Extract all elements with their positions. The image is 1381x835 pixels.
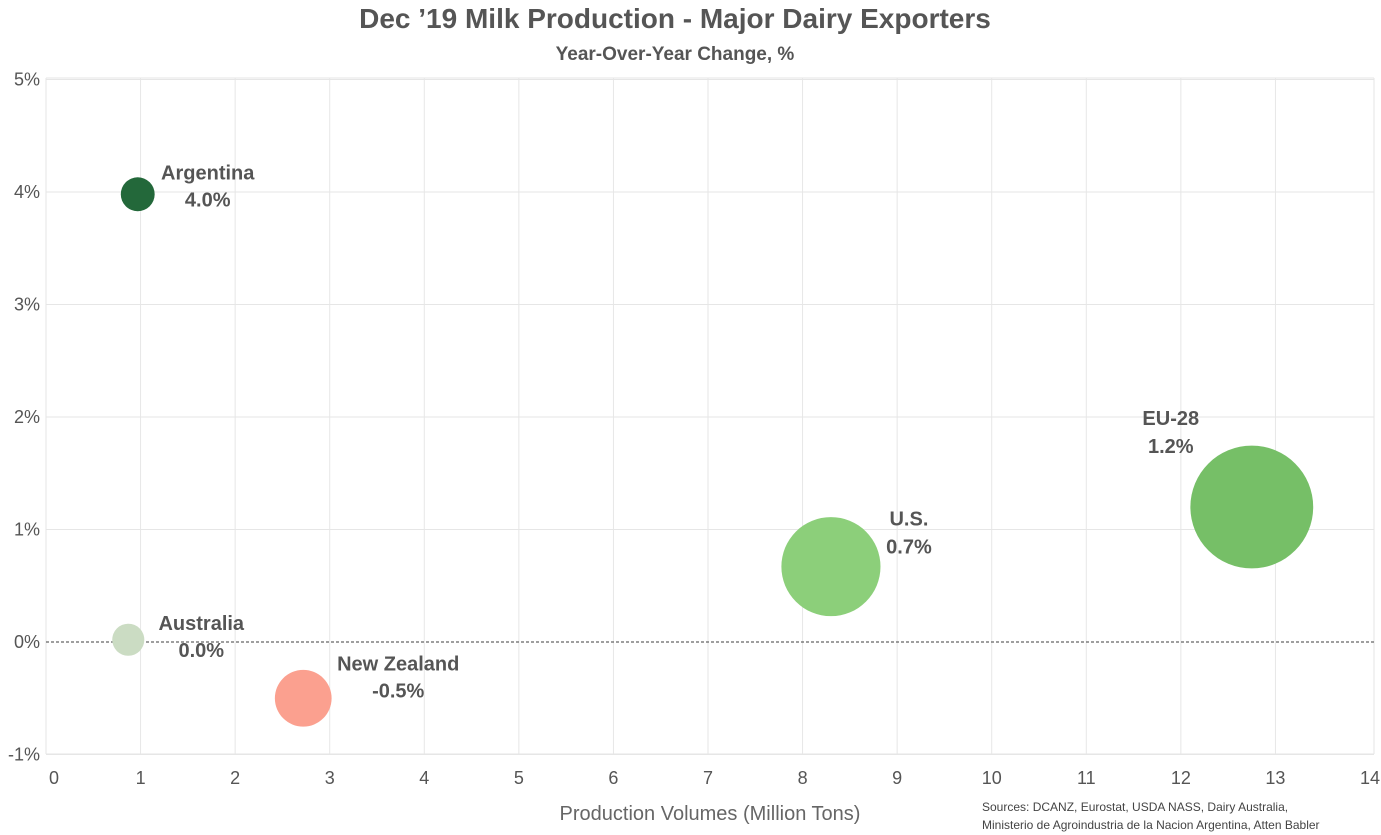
bubble-new-zealand[interactable] [274, 669, 332, 727]
point-name-label: Australia [158, 613, 244, 635]
chart-title: Dec ’19 Milk Production - Major Dairy Ex… [359, 3, 991, 34]
x-tick-label: 3 [325, 768, 335, 788]
data-labels: Argentina 4.0% EU-28 1.2% U.S. 0.7% Australia 0… [158, 162, 1199, 702]
grid [45, 77, 1375, 755]
point-name-label: EU-28 [1142, 408, 1199, 430]
chart-subtitle: Year-Over-Year Change, % [556, 44, 795, 65]
bubble-u-s-[interactable] [781, 517, 881, 617]
x-tick-label: 1 [136, 768, 146, 788]
y-tick-label: 5% [14, 70, 40, 90]
x-tick-label: 8 [798, 768, 808, 788]
point-value-label: 1.2% [1148, 436, 1194, 458]
y-tick-label: 0% [14, 632, 40, 652]
x-tick-label: 0 [49, 768, 59, 788]
y-tick-label: 2% [14, 407, 40, 427]
point-value-label: -0.5% [372, 680, 424, 702]
bubble-australia[interactable] [112, 623, 145, 656]
x-tick-label: 2 [230, 768, 240, 788]
point-name-label: U.S. [889, 509, 928, 531]
x-tick-label: 9 [892, 768, 902, 788]
data-points [112, 177, 1314, 727]
x-tick-label: 12 [1171, 768, 1191, 788]
bubble-argentina[interactable] [120, 177, 155, 212]
x-tick-label: 10 [982, 768, 1002, 788]
y-tick-label: 4% [14, 182, 40, 202]
point-name-label: New Zealand [337, 653, 459, 675]
x-tick-label: 5 [514, 768, 524, 788]
point-value-label: 4.0% [185, 189, 231, 211]
source-line-2: Ministerio de Agroindustria de la Nacion… [982, 818, 1320, 832]
y-tick-label: 3% [14, 295, 40, 315]
y-tick-label: -1% [8, 745, 40, 765]
x-tick-label: 13 [1265, 768, 1285, 788]
point-name-label: Argentina [161, 162, 255, 184]
bubble-eu-28[interactable] [1190, 445, 1314, 569]
x-tick-label: 4 [419, 768, 429, 788]
source-line-1: Sources: DCANZ, Eurostat, USDA NASS, Dai… [982, 800, 1288, 814]
x-tick-label: 11 [1077, 768, 1096, 788]
axes: 0 1 2 3 4 5 6 7 8 9 10 11 12 13 14-1%0%1%2%3%4%5% [8, 70, 1380, 789]
point-value-label: 0.0% [178, 640, 224, 662]
x-tick-label: 7 [703, 768, 713, 788]
y-tick-label: 1% [14, 520, 40, 540]
x-axis-label: Production Volumes (Million Tons) [560, 803, 861, 825]
point-value-label: 0.7% [886, 537, 932, 559]
x-tick-label: 6 [608, 768, 618, 788]
x-tick-label: 14 [1360, 768, 1380, 788]
